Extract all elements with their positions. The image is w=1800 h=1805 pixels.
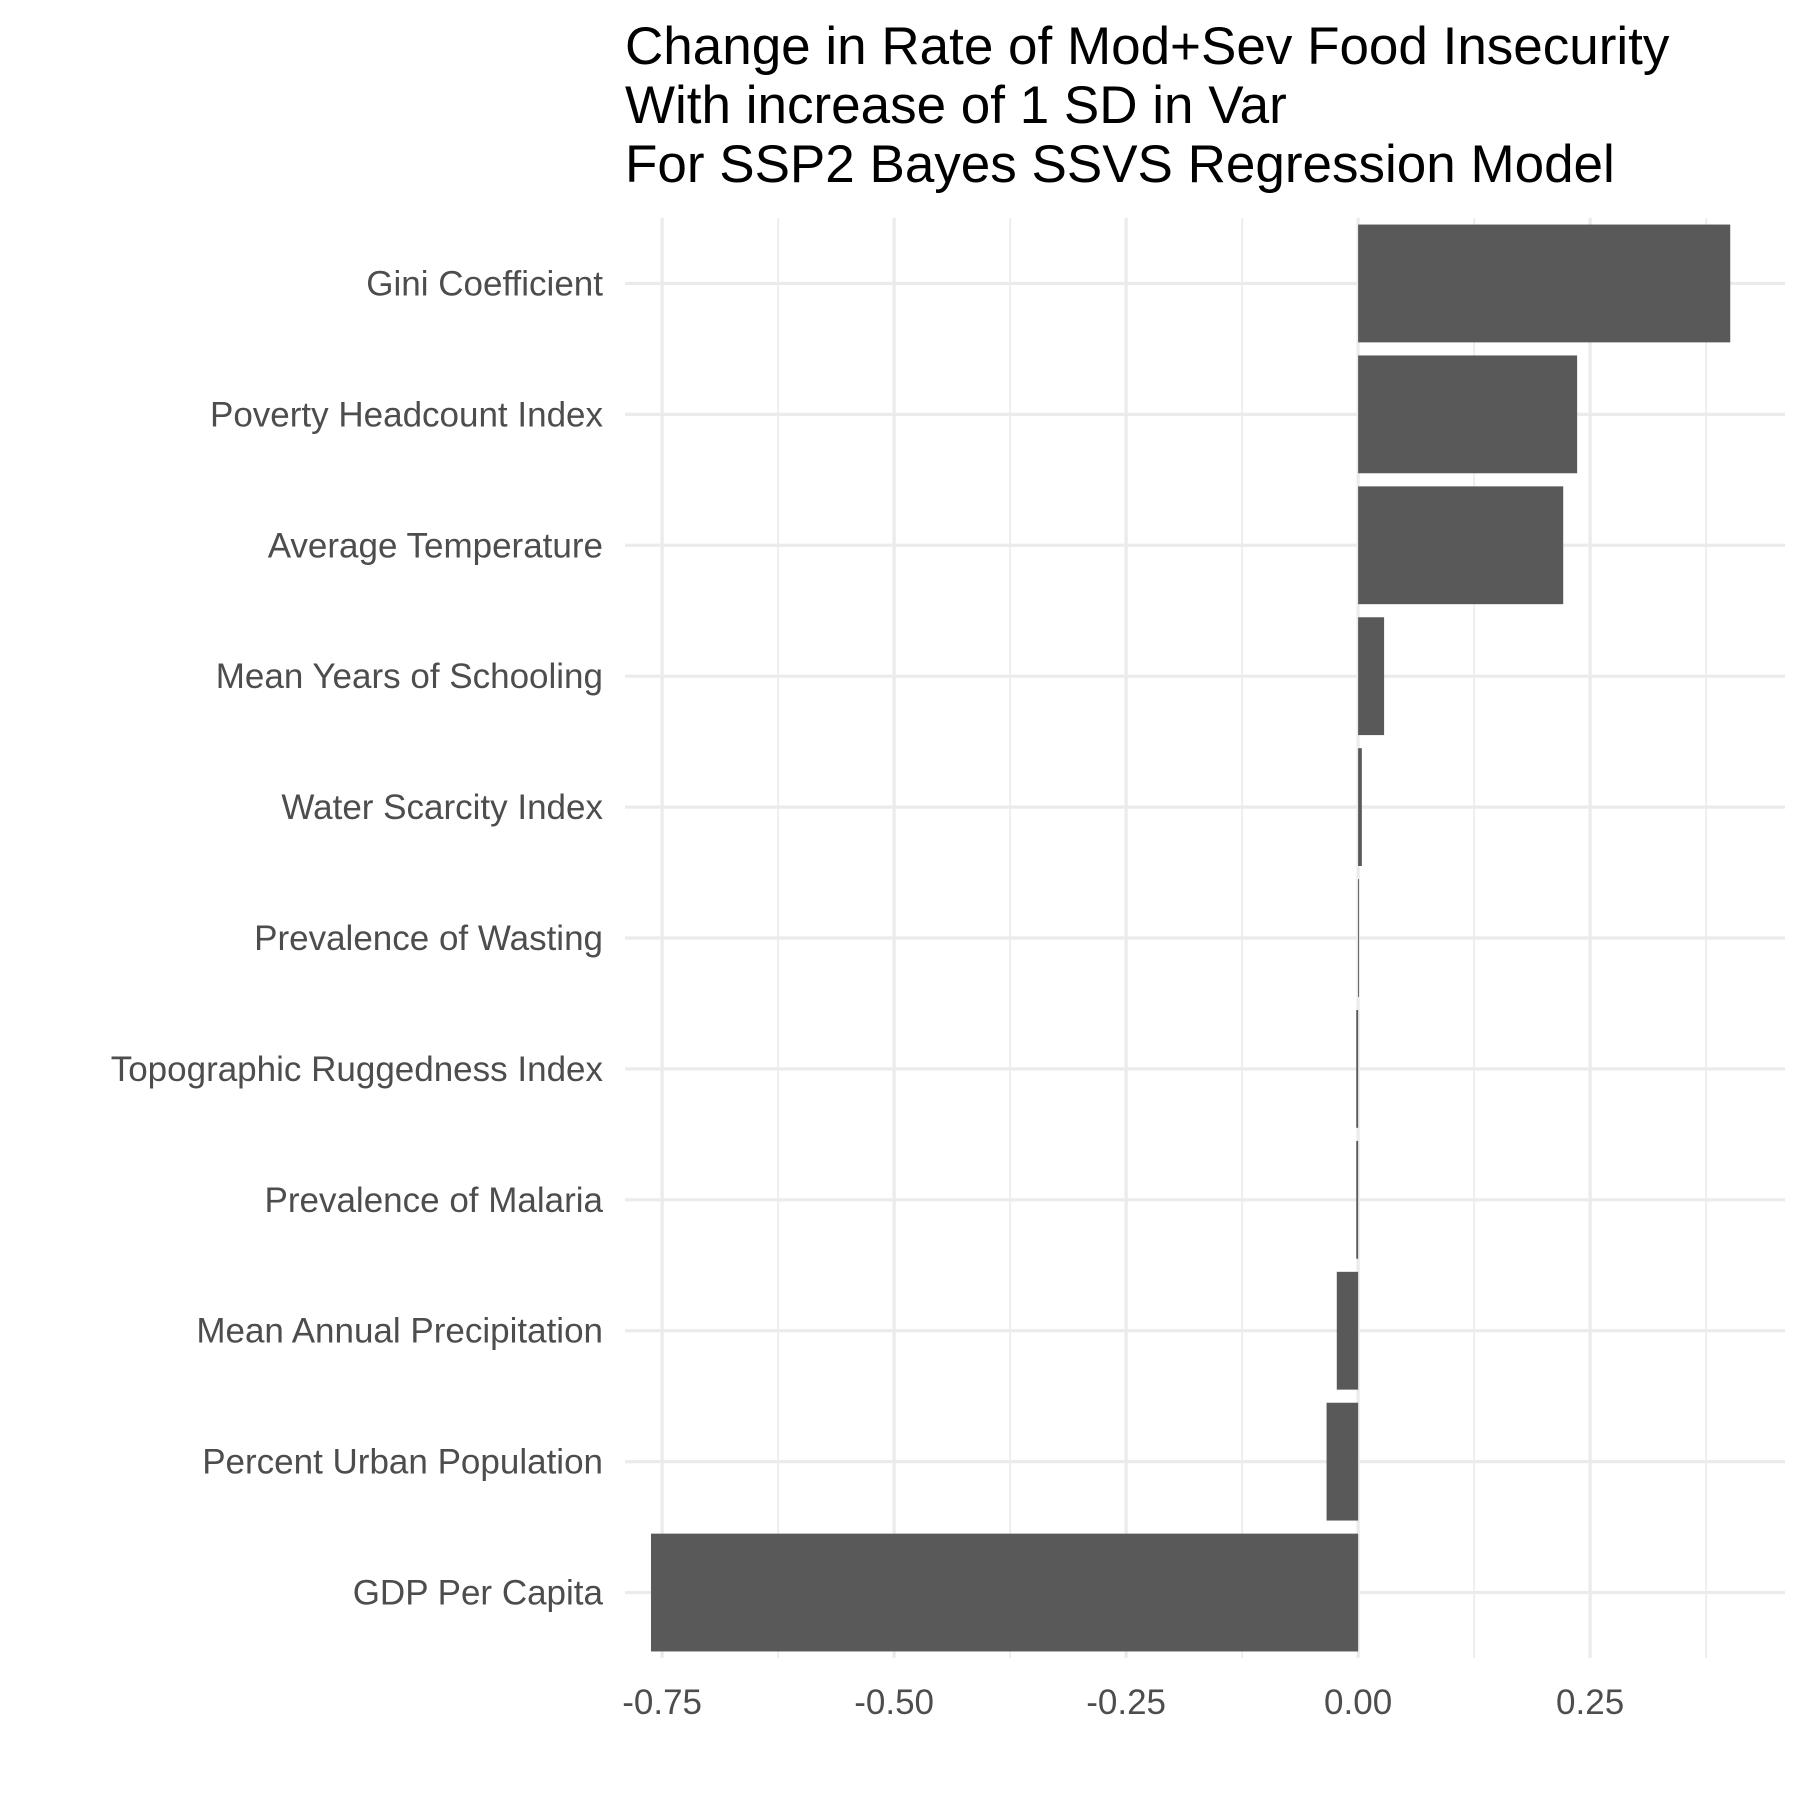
x-tick-label: -0.25 [1086,1683,1166,1722]
category-label: Mean Annual Precipitation [196,1312,603,1351]
chart-title-line-3: For SSP2 Bayes SSVS Regression Model [625,135,1615,194]
bar-poverty-headcount-index [1358,355,1578,474]
bars [650,224,1731,1652]
category-label: Prevalence of Malaria [265,1181,604,1220]
bar-percent-urban-population [1326,1402,1359,1521]
bar-mean-years-of-schooling [1358,617,1385,736]
bar-average-temperature [1358,486,1564,605]
category-label: Average Temperature [268,526,603,565]
chart-title: Change in Rate of Mod+Sev Food Insecurit… [625,17,1670,194]
category-label: Mean Years of Schooling [216,657,603,696]
bar-water-scarcity-index [1358,748,1362,866]
bar-topographic-ruggedness-index [1356,1010,1359,1128]
category-label: Percent Urban Population [202,1443,603,1482]
chart-title-line-1: Change in Rate of Mod+Sev Food Insecurit… [625,17,1670,76]
category-label: GDP Per Capita [353,1574,604,1613]
major-y-gridlines [625,281,1785,1595]
category-label: Gini Coefficient [366,264,603,303]
x-tick-label: -0.75 [622,1683,702,1722]
x-tick-label: 0.00 [1324,1683,1392,1722]
chart-title-line-2: With increase of 1 SD in Var [625,76,1287,135]
category-label: Prevalence of Wasting [254,919,603,958]
category-labels: Gini Coefficient Poverty Headcount Index A… [111,264,604,1612]
x-tick-label: 0.25 [1556,1683,1624,1722]
x-tick-label: -0.50 [854,1683,934,1722]
bar-mean-annual-precipitation [1336,1271,1359,1390]
bar-prevalence-of-malaria [1356,1140,1359,1259]
category-label: Water Scarcity Index [281,788,603,827]
category-label: Topographic Ruggedness Index [111,1050,604,1089]
category-label: Poverty Headcount Index [210,395,604,434]
bar-prevalence-of-wasting [1358,879,1360,997]
x-tick-labels: -0.75 -0.50 -0.25 0.00 0.25 [622,1683,1624,1722]
bar-gini-coefficient [1358,224,1731,343]
bar-gdp-per-capita [650,1533,1359,1652]
